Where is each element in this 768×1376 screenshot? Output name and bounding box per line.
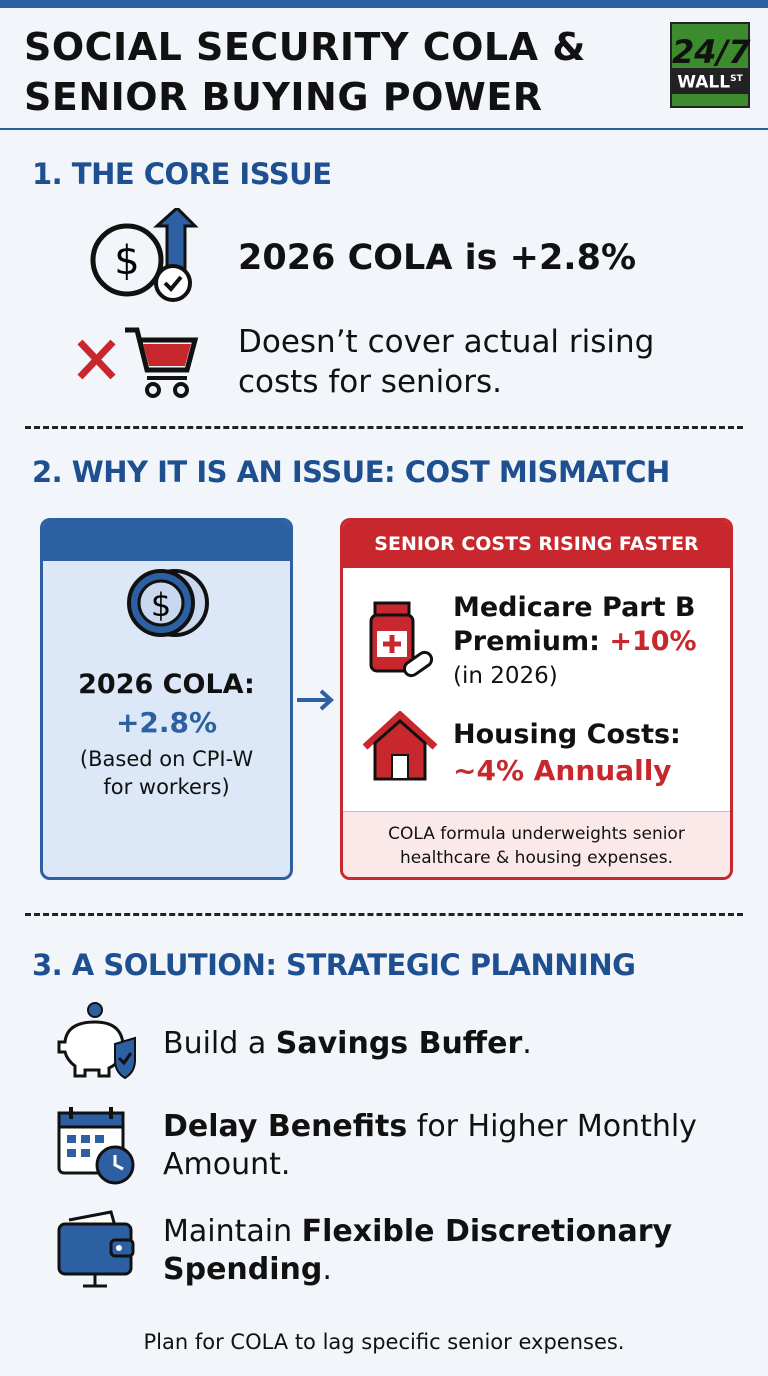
emphasis: Delay Benefits (163, 1109, 408, 1144)
logo-sup: ST (730, 74, 743, 84)
issue-item: Doesn’t cover actual rising costs for se… (238, 324, 655, 400)
costs-card: SENIOR COSTS RISING FASTER Medicare Part… (340, 518, 733, 880)
piggy-icon (57, 1002, 136, 1080)
house-icon (362, 711, 438, 781)
solution-item: Build a Savings Buffer. (163, 1026, 532, 1061)
text: . (522, 1026, 532, 1061)
arrow (297, 689, 334, 711)
costs-header: SENIOR COSTS RISING FASTER (343, 521, 730, 568)
divider (0, 128, 768, 130)
title: SOCIAL SECURITY COLA & SENIOR BUYING POW… (24, 22, 586, 122)
logo-top: 24/7 (672, 33, 751, 71)
coin-icon: $ (126, 569, 209, 637)
wallet-icon (57, 1210, 135, 1288)
cola-note: (Based on CPI-W for workers) (79, 747, 254, 799)
cola-card: $ 2026 COLA: +2.8% (Based on CPI-W for w… (40, 518, 293, 880)
logo-bottom: WALLST (672, 68, 748, 94)
cost-item: Medicare Part B Premium: +10% (in 2026) (453, 591, 723, 693)
text: Maintain (163, 1214, 302, 1249)
medicine-icon (369, 601, 434, 678)
top-bar (0, 0, 768, 8)
costs-footer: COLA formula underweights senior healthc… (343, 811, 730, 877)
section-heading: 1. THE CORE ISSUE (32, 157, 332, 191)
dashed-divider (25, 913, 743, 916)
footer: Plan for COLA to lag specific senior exp… (143, 1330, 625, 1354)
title-line: SENIOR BUYING POWER (24, 75, 543, 119)
cost-label: Housing Costs: (453, 719, 681, 750)
solution-item: Maintain Flexible Discretionary Spending… (163, 1213, 723, 1289)
calendar-icon (57, 1107, 135, 1185)
solution-item: Delay Benefits for Higher Monthly Amount… (163, 1108, 723, 1184)
text: for Higher Monthly Amount. (163, 1109, 697, 1182)
section-heading: 3. A SOLUTION: STRATEGIC PLANNING (32, 948, 636, 982)
cola-value: +2.8% (115, 706, 218, 739)
section-heading: 2. WHY IT IS AN ISSUE: COST MISMATCH (32, 455, 670, 489)
cost-item: Housing Costs: ~4% Annually (453, 717, 730, 789)
card-band (43, 521, 290, 561)
svg-text:$: $ (114, 238, 139, 284)
cost-value: +10% (609, 626, 697, 657)
cost-note: (in 2026) (453, 663, 558, 689)
emphasis: Savings Buffer (275, 1026, 523, 1061)
svg-text:$: $ (150, 586, 170, 624)
text: . (322, 1252, 332, 1287)
emphasis: Flexible Discretionary Spending (163, 1214, 673, 1287)
dollar-up-icon: $ (90, 208, 199, 302)
cart-icon (77, 327, 199, 398)
logo: 24/7 WALLST (670, 22, 750, 108)
issue-item: 2026 COLA is +2.8% (238, 238, 637, 278)
cost-value: ~4% Annually (453, 754, 672, 787)
dashed-divider (25, 426, 743, 429)
cola-title: 2026 COLA: (78, 669, 255, 700)
cost-label: Medicare Part B Premium: (453, 592, 696, 657)
text: Build a (163, 1026, 276, 1061)
title-line: SOCIAL SECURITY COLA & (24, 25, 586, 69)
logo-wall: WALL (677, 72, 731, 93)
